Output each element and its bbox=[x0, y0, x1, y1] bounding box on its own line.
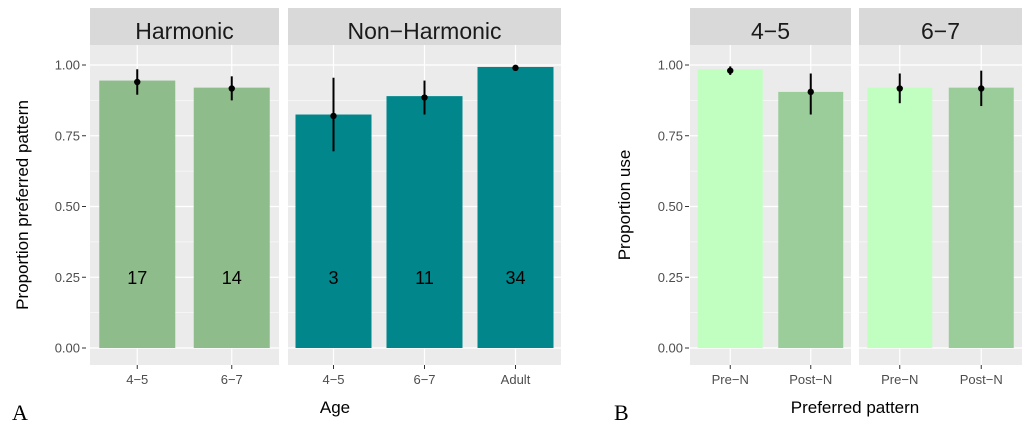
y-tick-label: 0.50 bbox=[55, 199, 80, 214]
mean-point bbox=[727, 67, 734, 74]
x-tick-label: Adult bbox=[501, 372, 531, 387]
mean-point bbox=[978, 85, 985, 92]
y-axis-title: Proportion use bbox=[615, 150, 634, 261]
count-label: 14 bbox=[222, 268, 242, 288]
mean-point bbox=[228, 85, 235, 92]
bar bbox=[193, 87, 270, 348]
bar bbox=[295, 114, 372, 349]
y-tick-label: 0.00 bbox=[55, 341, 80, 356]
facet-title: Non−Harmonic bbox=[347, 18, 501, 44]
mean-point bbox=[330, 112, 337, 120]
y-tick-label: 0.50 bbox=[658, 199, 683, 214]
bar bbox=[867, 87, 933, 348]
y-tick-label: 0.75 bbox=[55, 128, 80, 143]
x-tick-label: Post−N bbox=[789, 372, 832, 387]
x-tick-label: 6−7 bbox=[413, 372, 435, 387]
count-label: 3 bbox=[328, 268, 338, 288]
y-tick-label: 0.25 bbox=[658, 270, 683, 285]
x-tick-label: 4−5 bbox=[322, 372, 344, 387]
facet-title: 6−7 bbox=[921, 18, 960, 44]
facet-title: 4−5 bbox=[751, 18, 790, 44]
mean-point bbox=[134, 78, 141, 86]
y-tick-label: 1.00 bbox=[55, 58, 80, 73]
x-tick-label: 6−7 bbox=[221, 372, 243, 387]
mean-point bbox=[807, 88, 814, 96]
facet-title: Harmonic bbox=[135, 18, 233, 44]
y-tick-label: 0.00 bbox=[658, 341, 683, 356]
bar bbox=[477, 66, 554, 348]
panel-letter: B bbox=[614, 400, 629, 425]
bar bbox=[386, 96, 463, 348]
panel-letter: A bbox=[12, 400, 28, 425]
y-axis-title: Proportion preferred pattern bbox=[13, 100, 32, 310]
bar bbox=[778, 91, 844, 348]
x-axis-title: Age bbox=[320, 398, 350, 417]
x-tick-label: Pre−N bbox=[881, 372, 918, 387]
x-tick-label: 4−5 bbox=[126, 372, 148, 387]
mean-point bbox=[421, 94, 428, 101]
facet-strip bbox=[90, 8, 279, 45]
count-label: 17 bbox=[127, 268, 147, 288]
facet-strip bbox=[859, 8, 1022, 45]
y-tick-label: 1.00 bbox=[658, 58, 683, 73]
facet-strip bbox=[690, 8, 851, 45]
mean-point bbox=[512, 64, 519, 72]
bar bbox=[99, 80, 176, 348]
facet-strip bbox=[288, 8, 561, 45]
mean-point bbox=[896, 85, 903, 92]
x-tick-label: Post−N bbox=[960, 372, 1003, 387]
count-label: 11 bbox=[415, 268, 434, 288]
y-tick-label: 0.25 bbox=[55, 270, 80, 285]
x-tick-label: Pre−N bbox=[712, 372, 749, 387]
bar bbox=[697, 69, 763, 349]
y-tick-label: 0.75 bbox=[658, 128, 683, 143]
bar bbox=[948, 87, 1014, 348]
x-axis-title: Preferred pattern bbox=[791, 398, 920, 417]
count-label: 34 bbox=[505, 268, 525, 288]
